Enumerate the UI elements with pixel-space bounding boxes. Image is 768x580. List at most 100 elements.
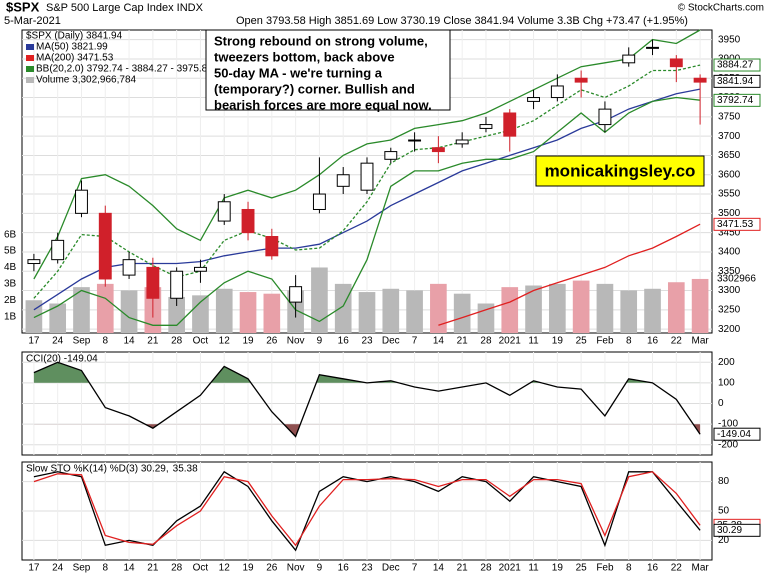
candle-body	[431, 147, 445, 153]
candle-body	[669, 58, 683, 68]
candle-body	[622, 54, 636, 64]
badge-label: 3841.94	[717, 76, 754, 87]
volume-bar	[549, 283, 566, 333]
badge-label: 3792.74	[717, 95, 754, 106]
y-tick-label: 3500	[718, 208, 741, 219]
x-tick-label: Sep	[73, 563, 91, 574]
badge-label: -149.04	[717, 429, 751, 440]
candle-body	[574, 77, 588, 83]
indicator-line	[33, 361, 701, 438]
x-tick-label: 19	[552, 336, 564, 347]
x-tick-label: 9	[317, 336, 323, 347]
annotation: tweezers bottom, back above	[214, 49, 395, 64]
x-tick-label: 8	[626, 336, 632, 347]
volume-bar	[596, 283, 614, 333]
symbol: $SPX	[6, 0, 40, 14]
x-tick-label: 21	[147, 563, 159, 574]
badge	[713, 74, 761, 88]
candle-body	[217, 201, 231, 222]
x-tick-label: 8	[102, 336, 108, 347]
x-tick-label: 21	[457, 336, 469, 347]
volume-bar	[501, 287, 519, 333]
index-name: S&P 500 Large Cap Index INDX	[46, 2, 204, 14]
annotation-box	[205, 29, 451, 111]
volume-bar	[120, 290, 138, 333]
volume-bar	[311, 267, 328, 333]
legend-entry: 35.38	[173, 464, 198, 475]
overlay-line	[438, 223, 701, 326]
credit: © StockCharts.com	[678, 3, 764, 14]
legend-entry: BB(20,2.0) 3792.74 - 3884.27 - 3975.80	[36, 64, 213, 75]
candle-body	[455, 139, 469, 145]
y-tick-label: -200	[718, 439, 738, 450]
candle-body	[27, 259, 41, 265]
x-tick-label: 24	[52, 336, 64, 347]
candle-body	[265, 236, 279, 257]
annotation: bearish forces are more equal now.	[214, 97, 432, 112]
y-tick-label: 50	[718, 506, 730, 517]
candle-body	[241, 208, 255, 234]
volume-bar	[406, 290, 423, 333]
volume-bar	[572, 280, 590, 333]
x-tick-label: 16	[338, 336, 350, 347]
candle-body	[312, 193, 326, 210]
volume-bar	[358, 292, 376, 333]
overlay-line	[33, 88, 701, 311]
y-tick-label: -100	[718, 419, 738, 430]
x-tick-label: 14	[124, 563, 136, 574]
candle-body	[146, 266, 160, 299]
candle-body	[646, 46, 659, 49]
y-tick-label: 200	[718, 357, 735, 368]
x-tick-label: 2021	[499, 563, 522, 574]
x-tick-label: Oct	[193, 563, 209, 574]
x-tick-label: 21	[457, 563, 469, 574]
y-tick-label: 3600	[718, 169, 741, 180]
volume-tick-label: 3B	[4, 279, 17, 290]
volume-tick-label: 5B	[4, 246, 17, 257]
x-tick-label: 26	[266, 563, 278, 574]
y-tick-label: 3550	[718, 189, 741, 200]
legend-entry: MA(200) 3471.53	[36, 53, 114, 64]
badge	[713, 58, 761, 72]
legend-entry: Volume 3,302,966,784	[36, 75, 137, 86]
volume-tick-label: 1B	[4, 311, 17, 322]
volume-tick-label: 4B	[4, 262, 17, 273]
y-tick-label: 3750	[718, 111, 741, 122]
x-tick-label: 19	[242, 336, 254, 347]
y-tick-label: 3700	[718, 131, 741, 142]
x-tick-label: 28	[171, 336, 183, 347]
volume-bar	[430, 283, 447, 333]
volume-bar	[525, 285, 542, 333]
x-tick-label: 11	[528, 336, 539, 347]
candle-body	[408, 139, 422, 142]
x-tick-label: 23	[361, 336, 373, 347]
volume-bar	[96, 283, 114, 333]
x-tick-label: Nov	[287, 336, 305, 347]
x-tick-label: 22	[671, 563, 683, 574]
candle-body	[550, 85, 564, 99]
legend-entry: Slow STO %K(14) %D(3) 30.29,	[26, 464, 169, 475]
x-tick-label: 12	[219, 336, 231, 347]
candle-body	[289, 286, 303, 303]
badge-label: 3471.53	[717, 219, 754, 230]
candle-body	[51, 239, 65, 261]
candle-body	[122, 259, 136, 276]
y-tick-label: 3650	[718, 150, 741, 161]
candle-body	[360, 162, 374, 191]
candle-body	[693, 77, 707, 83]
x-tick-label: 28	[480, 563, 492, 574]
legend-swatch	[26, 66, 34, 72]
x-tick-label: 14	[433, 336, 445, 347]
volume-bar	[25, 300, 43, 333]
y-tick-label: 3200	[718, 324, 741, 335]
legend-entry: CCI(20) -149.04	[26, 354, 98, 365]
volume-bar	[215, 288, 233, 333]
volume-bar	[263, 293, 281, 333]
annotation: Strong rebound on strong volume,	[214, 33, 428, 48]
x-tick-label: 12	[219, 563, 231, 574]
y-tick-label: 100	[718, 378, 735, 389]
x-tick-label: 26	[266, 336, 278, 347]
y-tick-label: 3950	[718, 34, 741, 45]
x-tick-label: 7	[412, 563, 418, 574]
